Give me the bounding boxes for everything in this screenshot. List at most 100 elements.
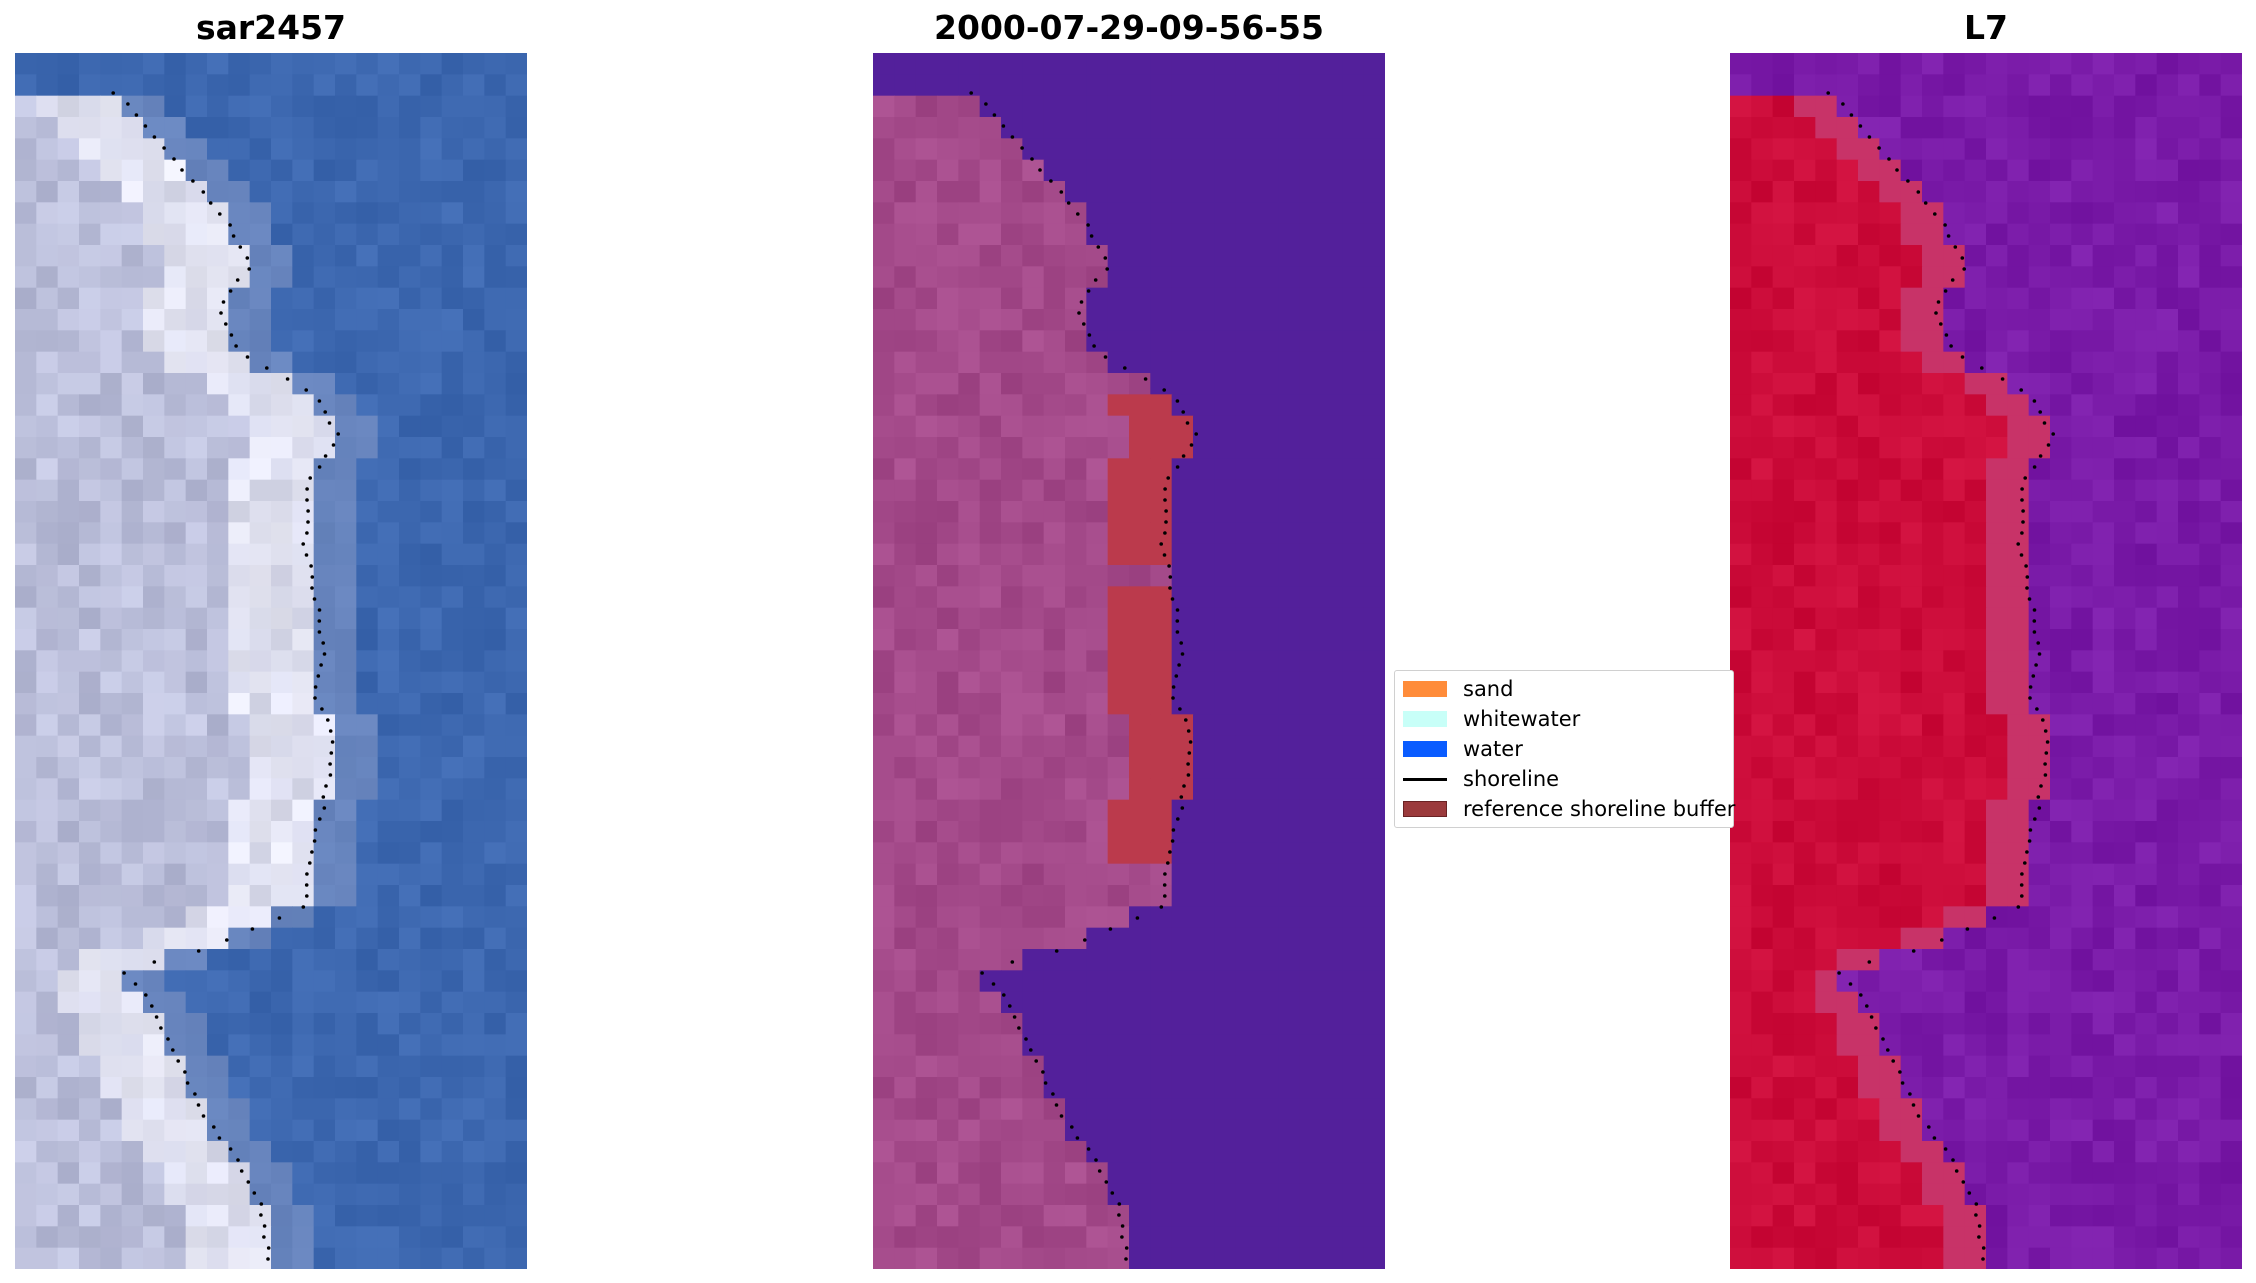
image-pixel: [121, 522, 144, 545]
image-pixel: [1001, 330, 1023, 353]
image-pixel: [1730, 458, 1752, 481]
image-pixel: [1022, 842, 1045, 865]
image-pixel: [1150, 117, 1173, 139]
image-pixel: [121, 565, 144, 587]
image-pixel: [377, 821, 400, 843]
image-pixel: [79, 458, 101, 481]
image-pixel: [2050, 1205, 2072, 1227]
image-pixel: [143, 650, 165, 673]
image-pixel: [441, 1226, 464, 1249]
image-pixel: [2071, 863, 2094, 886]
image-pixel: [399, 565, 421, 587]
image-pixel: [2135, 330, 2158, 353]
image-pixel: [1943, 650, 1966, 673]
image-pixel: [1299, 671, 1322, 694]
shoreline-point: [2032, 619, 2037, 623]
image-pixel: [271, 202, 293, 225]
image-pixel: [313, 330, 336, 353]
image-pixel: [335, 1205, 357, 1227]
image-pixel: [1751, 885, 1774, 907]
image-pixel: [1107, 351, 1130, 374]
image-pixel: [292, 117, 315, 139]
image-pixel: [1730, 223, 1752, 246]
image-pixel: [1730, 778, 1752, 801]
image-pixel: [1321, 138, 1343, 161]
image-pixel: [185, 693, 208, 715]
image-pixel: [2199, 1055, 2222, 1078]
image-pixel: [2220, 138, 2242, 161]
legend-label-water: water: [1463, 737, 1523, 761]
image-pixel: [1214, 159, 1237, 182]
image-pixel: [143, 1034, 165, 1057]
image-pixel: [15, 650, 37, 673]
image-pixel: [873, 309, 895, 331]
image-pixel: [2178, 437, 2200, 459]
image-pixel: [1086, 330, 1109, 353]
image-pixel: [377, 1141, 400, 1163]
image-pixel: [1964, 842, 1987, 865]
image-pixel: [1107, 1077, 1130, 1099]
image-pixel: [1321, 970, 1343, 993]
image-pixel: [36, 885, 59, 907]
image-pixel: [2007, 778, 2030, 801]
image-pixel: [463, 223, 485, 246]
image-pixel: [313, 991, 336, 1014]
image-pixel: [1278, 501, 1301, 523]
image-pixel: [894, 949, 917, 971]
image-pixel: [1278, 927, 1301, 950]
image-pixel: [1900, 415, 1923, 438]
image-pixel: [1342, 373, 1365, 395]
image-pixel: [1321, 287, 1343, 310]
image-pixel: [15, 330, 37, 353]
image-pixel: [207, 138, 229, 161]
image-pixel: [1150, 95, 1173, 118]
image-pixel: [915, 159, 938, 182]
image-pixel: [1730, 373, 1752, 395]
image-pixel: [271, 159, 293, 182]
image-pixel: [441, 671, 464, 694]
image-pixel: [2199, 458, 2222, 481]
image-pixel: [399, 394, 421, 417]
image-pixel: [377, 138, 400, 161]
image-pixel: [2007, 223, 2030, 246]
image-pixel: [979, 159, 1002, 182]
image-pixel: [915, 586, 938, 609]
image-pixel: [164, 223, 187, 246]
image-pixel: [1986, 1034, 2008, 1057]
image-pixel: [36, 543, 59, 566]
image-pixel: [2156, 245, 2179, 267]
image-pixel: [1730, 159, 1752, 182]
image-pixel: [2092, 693, 2115, 715]
image-pixel: [1342, 1247, 1365, 1269]
image-pixel: [958, 1162, 981, 1185]
image-pixel: [356, 714, 379, 737]
image-pixel: [1794, 1013, 1816, 1035]
image-pixel: [1772, 287, 1795, 310]
image-pixel: [164, 1247, 187, 1269]
image-pixel: [271, 671, 293, 694]
image-pixel: [1001, 757, 1023, 779]
image-pixel: [79, 693, 101, 715]
image-pixel: [1751, 821, 1774, 843]
image-pixel: [15, 53, 37, 75]
rgb-image-panel: [15, 53, 527, 1269]
image-pixel: [1922, 415, 1944, 438]
shoreline-point: [1178, 707, 1182, 711]
image-pixel: [979, 95, 1002, 118]
image-pixel: [1342, 735, 1365, 758]
image-pixel: [873, 821, 895, 843]
image-pixel: [441, 330, 464, 353]
image-pixel: [1107, 458, 1130, 481]
image-pixel: [2135, 757, 2158, 779]
image-pixel: [1150, 1077, 1173, 1099]
image-pixel: [271, 245, 293, 267]
image-pixel: [420, 1183, 443, 1206]
image-pixel: [1751, 287, 1774, 310]
image-pixel: [2178, 1162, 2200, 1185]
image-pixel: [1815, 1141, 1838, 1163]
image-pixel: [1922, 1226, 1944, 1249]
image-pixel: [207, 373, 229, 395]
image-pixel: [1879, 671, 1902, 694]
image-pixel: [2050, 821, 2072, 843]
shoreline-point: [2025, 586, 2029, 590]
